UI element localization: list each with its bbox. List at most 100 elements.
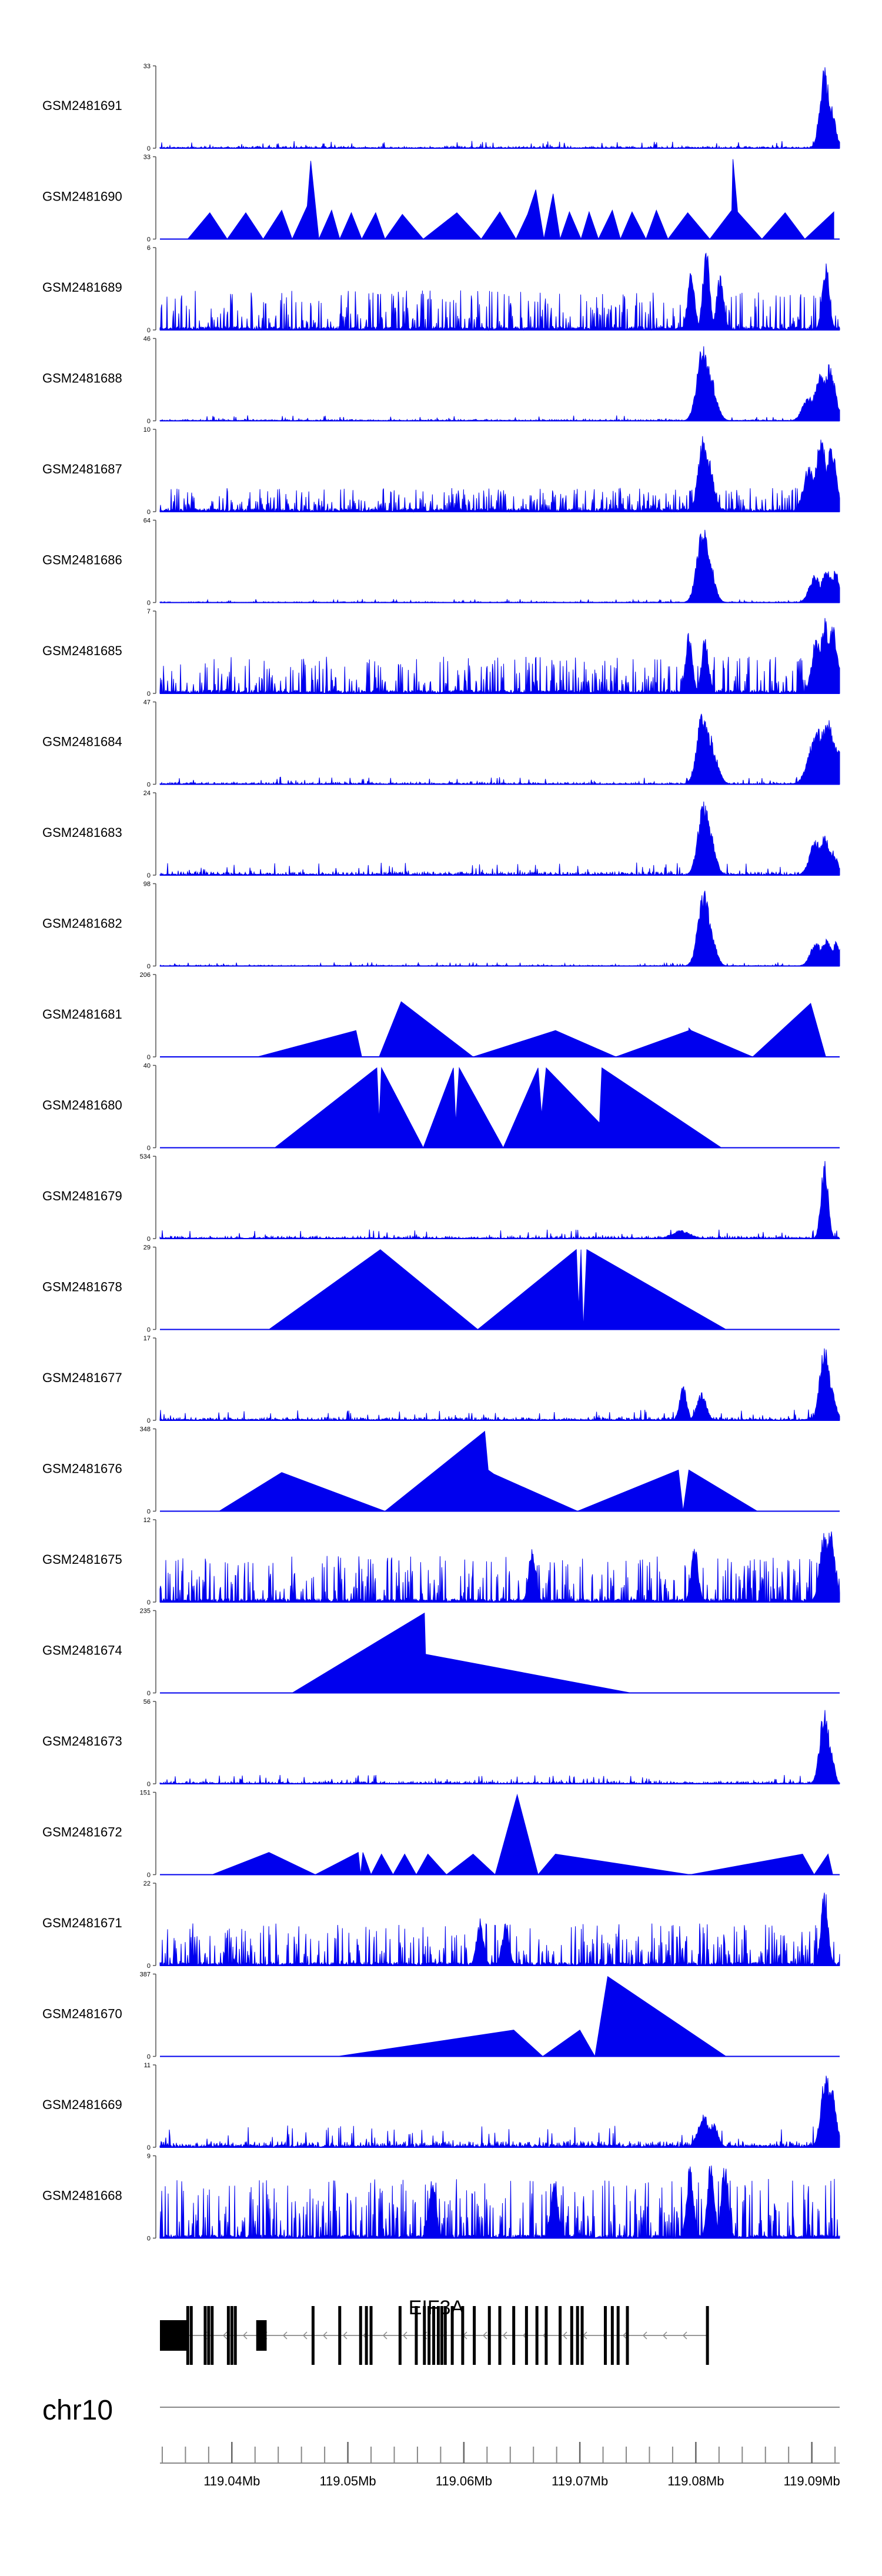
exon (186, 2306, 189, 2365)
y-axis-max-label: 17 (143, 1335, 151, 1342)
track-label: GSM2481685 (42, 643, 122, 658)
x-tick-label: 119.04Mb (203, 2474, 260, 2488)
y-axis-min-label: 0 (147, 1509, 151, 1516)
y-axis-min-label: 0 (147, 1963, 151, 1970)
exon-block (160, 2320, 187, 2351)
exon (359, 2306, 362, 2365)
y-axis-max-label: 33 (143, 154, 151, 161)
y-axis-max-label: 348 (140, 1426, 151, 1433)
y-axis-min-label: 0 (147, 872, 151, 879)
exon (576, 2306, 579, 2365)
exon (398, 2306, 402, 2365)
y-axis-max-label: 29 (143, 1244, 151, 1252)
y-axis-max-label: 12 (143, 1517, 151, 1524)
track-label: GSM2481669 (42, 2097, 122, 2112)
exon (189, 2306, 193, 2365)
x-tick-label: 119.05Mb (319, 2474, 376, 2488)
x-tick-label: 119.09Mb (784, 2474, 840, 2488)
exon (473, 2306, 476, 2365)
track-GSM2481685: GSM2481685 7 0 (42, 608, 840, 698)
exon (415, 2306, 418, 2365)
strand-arrow (222, 2331, 228, 2340)
y-axis-min-label: 0 (147, 1054, 151, 1061)
exon (524, 2306, 528, 2365)
exon (604, 2306, 607, 2365)
y-axis-max-label: 98 (143, 881, 151, 888)
strand-arrow (502, 2331, 507, 2340)
exon (616, 2306, 620, 2365)
exon (311, 2306, 315, 2365)
exon (512, 2306, 516, 2365)
coverage-area (187, 159, 834, 241)
strand-arrow (282, 2331, 288, 2340)
y-axis-min-label: 0 (147, 1690, 151, 1697)
track-label: GSM2481689 (42, 280, 122, 295)
strand-arrow (402, 2331, 407, 2340)
track-label: GSM2481668 (42, 2188, 122, 2203)
coverage-area (212, 1793, 833, 1876)
y-axis-min-label: 0 (147, 2144, 151, 2151)
exon (535, 2306, 539, 2365)
exon (207, 2306, 211, 2365)
y-axis-min-label: 0 (147, 2054, 151, 2061)
track-GSM2481678: GSM2481678 29 0 (42, 1244, 840, 1334)
exon (706, 2306, 709, 2365)
track-GSM2481677: GSM2481677 17 0 (42, 1335, 840, 1424)
chromosome-label: chr10 (42, 2395, 113, 2426)
y-axis-max-label: 387 (140, 1971, 151, 1978)
y-axis-min-label: 0 (147, 1327, 151, 1334)
exon (498, 2306, 502, 2365)
strand-arrow (562, 2331, 567, 2340)
track-label: GSM2481684 (42, 735, 122, 749)
track-label: GSM2481691 (42, 98, 122, 113)
y-axis-min-label: 0 (147, 690, 151, 698)
track-GSM2481687: GSM2481687 10 0 (42, 426, 840, 516)
track-label: GSM2481677 (42, 1370, 122, 1385)
y-axis-min-label: 0 (147, 963, 151, 970)
y-axis-max-label: 64 (143, 518, 151, 525)
exon (436, 2306, 440, 2365)
exon (570, 2306, 573, 2365)
track-GSM2481668: GSM2481668 9 0 (42, 2153, 840, 2243)
coverage-area (159, 801, 840, 876)
exon (487, 2306, 491, 2365)
y-axis-max-label: 6 (147, 245, 151, 252)
track-label: GSM2481690 (42, 189, 122, 204)
coverage-area (159, 2076, 840, 2148)
strand-arrow (482, 2331, 487, 2340)
y-axis-max-label: 10 (143, 426, 151, 433)
coverage-area (257, 1001, 833, 1057)
y-axis-max-label: 47 (143, 699, 151, 706)
track-label: GSM2481681 (42, 1007, 122, 1022)
exon (230, 2306, 233, 2365)
exon (443, 2306, 447, 2365)
y-axis-min-label: 0 (147, 145, 151, 152)
exon-block (256, 2320, 267, 2351)
coverage-tracks: GSM2481691330GSM2481690330GSM248168960GS… (42, 63, 840, 2243)
coverage-area (159, 67, 840, 149)
coverage-area (291, 1612, 631, 1693)
strand-arrow (642, 2331, 647, 2340)
track-label: GSM2481678 (42, 1280, 122, 1294)
x-tick-label: 119.06Mb (436, 2474, 492, 2488)
exon (369, 2306, 373, 2365)
track-label: GSM2481687 (42, 462, 122, 476)
track-label: GSM2481680 (42, 1098, 122, 1113)
y-axis-max-label: 56 (143, 1699, 151, 1706)
strand-arrow (302, 2331, 308, 2340)
track-label: GSM2481676 (42, 1461, 122, 1476)
y-axis-min-label: 0 (147, 1599, 151, 1606)
track-label: GSM2481683 (42, 825, 122, 840)
coverage-area (218, 1430, 759, 1512)
track-label: GSM2481679 (42, 1189, 122, 1203)
coverage-area (159, 618, 840, 695)
coverage-area (159, 1348, 840, 1422)
strand-arrow (622, 2331, 627, 2340)
y-axis-min-label: 0 (147, 1236, 151, 1243)
x-tick-label: 119.07Mb (552, 2474, 608, 2488)
coverage-area (159, 529, 840, 603)
y-axis-max-label: 22 (143, 1880, 151, 1887)
y-axis-max-label: 9 (147, 2153, 151, 2160)
coverage-area (159, 1710, 840, 1785)
y-axis-min-label: 0 (147, 1145, 151, 1152)
